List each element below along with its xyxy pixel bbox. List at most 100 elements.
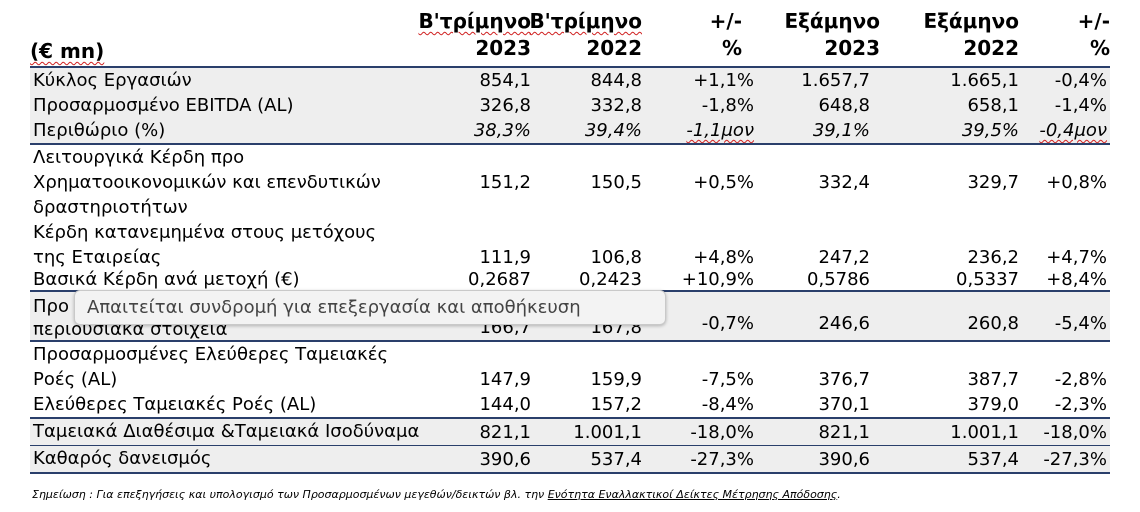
cell: 821,1 [479,422,531,443]
cell: +8,4% [1046,270,1107,290]
cell: 390,6 [479,449,531,470]
cell: +4,7% [1046,247,1107,268]
cell: -0,4% [1054,70,1107,91]
table-block-cashflows: Προσαρμοσμένες Ελεύθερες Ταμειακές Ροές … [30,340,1110,417]
table-row: Περιθώριο (%) 38,3% 39,4% -1,1μον 39,1% … [30,118,1110,143]
row-label: Λειτουργικά Κέρδη προ Χρηματοοικονομικών… [33,147,381,218]
cell: -1,8% [701,95,754,116]
cell: -1,4% [1054,95,1107,116]
cell: 147,9 [479,369,531,390]
cell: -27,3% [1043,449,1107,470]
cell: 0,5786 [807,270,870,290]
table-row: Ελεύθερες Ταμειακές Ροές (AL) 144,0 157,… [30,392,1110,417]
table-row: Κέρδη κατανεμημένα στους μετόχους της Ετ… [30,220,1110,270]
table-row: Βασικά Κέρδη ανά μετοχή (€) 0,2687 0,242… [30,270,1110,290]
cell: -18,0% [690,422,754,443]
col-header-q2-2023: B'τρίμηνο 2023 [418,9,531,60]
cell: +0,5% [693,172,754,193]
cell: 537,4 [967,449,1019,470]
cell: 159,9 [590,369,642,390]
cell: 387,7 [967,369,1019,390]
cell: 1.665,1 [950,70,1019,91]
col-header-q2-2022: B'τρίμηνο 2022 [529,9,642,60]
row-label: Ελεύθερες Ταμειακές Ροές (AL) [33,394,317,415]
table-row: Κύκλος Εργασιών 854,1 844,8 +1,1% 1.657,… [30,68,1110,93]
cell: -0,4μον [1039,120,1107,141]
row-label: Προ [33,296,69,317]
col-header-h-change: +/- % [1077,9,1110,60]
cell: 332,4 [818,172,870,193]
footnote: Σημείωση : Για επεξηγήσεις και υπολογισμ… [32,488,841,501]
cell: 150,5 [590,172,642,193]
row-label: Ταμειακά Διαθέσιμα &Ταμειακά Ισοδύναμα [33,421,420,442]
row-label: Καθαρός δανεισμός [33,448,212,469]
cell: 379,0 [967,394,1019,415]
cell: 39,1% [812,120,870,141]
col-header-q-change: +/- % [709,9,742,60]
cell: 376,7 [818,369,870,390]
cell: -7,5% [701,369,754,390]
row-label: Κύκλος Εργασιών [33,70,192,91]
cell: -2,8% [1054,369,1107,390]
cell: 151,2 [479,172,531,193]
cell: 854,1 [479,70,531,91]
cell: 260,8 [967,313,1019,334]
table-row: Καθαρός δανεισμός 390,6 537,4 -27,3% 390… [30,446,1110,474]
cell: -27,3% [690,449,754,470]
cell: -0,7% [701,313,754,334]
table-block-revenue: Κύκλος Εργασιών 854,1 844,8 +1,1% 1.657,… [30,66,1110,143]
cell: +4,8% [693,247,754,268]
financial-table: Κύκλος Εργασιών 854,1 844,8 +1,1% 1.657,… [30,66,1110,474]
table-row: Προσαρμοσμένο EBITDA (AL) 326,8 332,8 -1… [30,93,1110,118]
cell: +10,9% [681,270,754,290]
cell: 38,3% [473,120,531,141]
cell: 537,4 [590,449,642,470]
cell: 1.001,1 [573,422,642,443]
cell: 39,5% [961,120,1019,141]
cell: 111,9 [479,247,531,268]
cell: -8,4% [701,394,754,415]
row-label: Βασικά Κέρδη ανά μετοχή (€) [33,270,300,290]
cell: 236,2 [967,247,1019,268]
cell: 1.001,1 [950,422,1019,443]
row-label: Προσαρμοσμένο EBITDA (AL) [33,95,294,116]
cell: 157,2 [590,394,642,415]
table-row: Ταμειακά Διαθέσιμα &Ταμειακά Ισοδύναμα 8… [30,419,1110,446]
table-block-cash: Ταμειακά Διαθέσιμα &Ταμειακά Ισοδύναμα 8… [30,417,1110,474]
cell: 247,2 [818,247,870,268]
cell: 144,0 [479,394,531,415]
subscription-tooltip: Απαιτείται συνδρομή για επεξεργασία και … [74,290,666,325]
cell: 0,2423 [579,270,642,290]
cell: 821,1 [818,422,870,443]
row-label: Προσαρμοσμένες Ελεύθερες Ταμειακές Ροές … [33,344,389,390]
cell: 1.657,7 [801,70,870,91]
cell: -5,4% [1054,313,1107,334]
cell: +1,1% [693,70,754,91]
cell: 329,7 [967,172,1019,193]
footnote-link[interactable]: Ενότητα Εναλλακτικοί Δείκτες Μέτρησης Απ… [547,488,838,501]
row-label: Κέρδη κατανεμημένα στους μετόχους της Ετ… [33,222,377,268]
row-label: Περιθώριο (%) [33,120,166,141]
cell: 246,6 [818,313,870,334]
cell: 106,8 [590,247,642,268]
cell: 658,1 [967,95,1019,116]
cell: 370,1 [818,394,870,415]
cell: +0,8% [1046,172,1107,193]
cell: 0,2687 [468,270,531,290]
cell: 0,5337 [956,270,1019,290]
col-header-h1-2022: Εξάμηνο 2022 [923,9,1019,60]
table-row: Λειτουργικά Κέρδη προ Χρηματοοικονομικών… [30,145,1110,220]
col-header-h1-2023: Εξάμηνο 2023 [784,9,880,60]
cell: 39,4% [584,120,642,141]
cell: 648,8 [818,95,870,116]
cell: 844,8 [590,70,642,91]
unit-label: (€ mn) [30,39,105,63]
table-block-profits: Λειτουργικά Κέρδη προ Χρηματοοικονομικών… [30,143,1110,290]
cell: 390,6 [818,449,870,470]
cell: 326,8 [479,95,531,116]
cell: 332,8 [590,95,642,116]
cell: -18,0% [1043,422,1107,443]
table-row: Προσαρμοσμένες Ελεύθερες Ταμειακές Ροές … [30,342,1110,392]
cell: -1,1μον [686,120,754,141]
cell: -2,3% [1054,394,1107,415]
